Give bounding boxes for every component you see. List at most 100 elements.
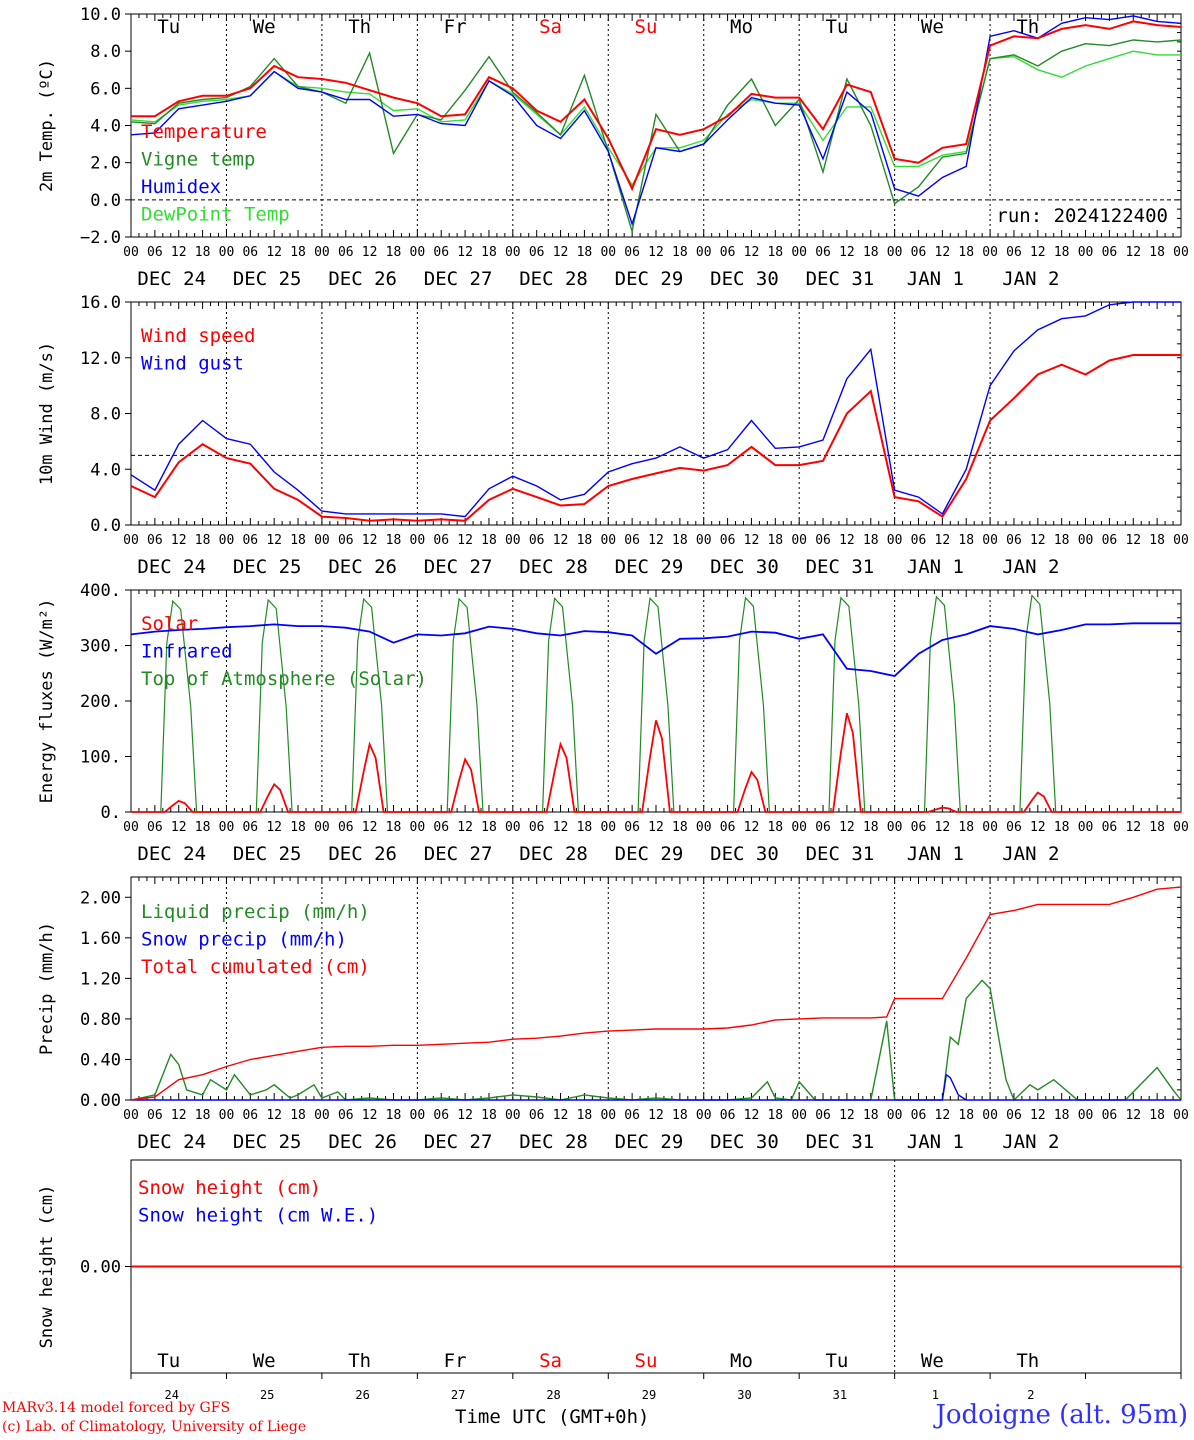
- y-tick-label: −2.0: [80, 228, 121, 248]
- hour-label: 00: [887, 820, 903, 835]
- day-abbr: Tu: [157, 16, 180, 38]
- series-line-solar: [131, 712, 1181, 813]
- date-label: DEC 29: [615, 843, 684, 865]
- hour-label: 12: [171, 245, 187, 260]
- day-abbr: We: [921, 16, 944, 38]
- y-tick-label: 12.0: [80, 349, 121, 369]
- hour-label: 12: [362, 533, 378, 548]
- y-tick-label: 300.: [80, 637, 121, 657]
- hour-label: 00: [410, 245, 426, 260]
- day-abbr: We: [253, 16, 276, 38]
- series-line-toa-solar: [131, 594, 1181, 813]
- day-abbr: Mo: [730, 16, 753, 38]
- date-label: JAN 1: [907, 268, 964, 290]
- day-abbr: Fr: [444, 16, 467, 38]
- y-tick-label: 6.0: [90, 79, 121, 99]
- day-abbr: We: [921, 1350, 944, 1372]
- legend-entry: Top of Atmosphere (Solar): [141, 668, 427, 690]
- day-abbr: We: [253, 1350, 276, 1372]
- hour-label: 18: [195, 533, 211, 548]
- y-tick-label: 0.00: [80, 1091, 121, 1111]
- hour-label: 18: [767, 533, 783, 548]
- day-number: 2: [1027, 1388, 1034, 1402]
- hour-label: 00: [696, 245, 712, 260]
- hour-label: 18: [1054, 820, 1070, 835]
- hour-label: 12: [648, 245, 664, 260]
- hour-label: 00: [219, 1108, 235, 1123]
- hour-label: 00: [696, 533, 712, 548]
- y-axis-label: Energy fluxes (W/m²): [37, 599, 57, 804]
- hour-label: 06: [338, 533, 354, 548]
- y-tick-label: 0.: [101, 803, 121, 823]
- date-label: DEC 24: [137, 1131, 206, 1153]
- legend-entry: Snow height (cm W.E.): [138, 1205, 378, 1227]
- y-tick-label: 0.80: [80, 1010, 121, 1030]
- hour-label: 00: [505, 820, 521, 835]
- hour-label: 00: [1078, 245, 1094, 260]
- day-abbr: Mo: [730, 1350, 753, 1372]
- hour-label: 00: [791, 1108, 807, 1123]
- hour-label: 06: [1006, 245, 1022, 260]
- hour-label: 18: [195, 820, 211, 835]
- date-label: JAN 2: [1002, 556, 1059, 578]
- hour-label: 06: [815, 533, 831, 548]
- hour-label: 12: [935, 245, 951, 260]
- date-label: DEC 27: [424, 556, 493, 578]
- date-label: DEC 31: [806, 268, 875, 290]
- y-axis-label: Precip (mm/h): [37, 922, 57, 1055]
- hour-label: 18: [1054, 1108, 1070, 1123]
- y-tick-label: 2.00: [80, 888, 121, 908]
- hour-label: 18: [767, 1108, 783, 1123]
- day-number: 28: [546, 1388, 560, 1402]
- hour-label: 18: [672, 533, 688, 548]
- hour-label: 06: [815, 245, 831, 260]
- hour-label: 06: [1102, 245, 1118, 260]
- series-line: [130, 979, 1182, 1102]
- hour-label: 12: [935, 1108, 951, 1123]
- hour-label: 12: [457, 1108, 473, 1123]
- hour-label: 00: [1173, 245, 1189, 260]
- date-label: DEC 25: [233, 556, 302, 578]
- hour-label: 00: [219, 245, 235, 260]
- day-number: 29: [642, 1388, 656, 1402]
- date-label: JAN 1: [907, 556, 964, 578]
- hour-label: 18: [1054, 533, 1070, 548]
- hour-label: 00: [219, 533, 235, 548]
- hour-label: 06: [624, 1108, 640, 1123]
- hour-label: 12: [457, 820, 473, 835]
- date-label: DEC 25: [233, 268, 302, 290]
- hour-label: 18: [481, 245, 497, 260]
- hour-label: 00: [982, 533, 998, 548]
- day-abbr: Su: [635, 1350, 658, 1372]
- hour-label: 18: [290, 820, 306, 835]
- hour-label: 00: [410, 820, 426, 835]
- hour-label: 12: [553, 820, 569, 835]
- date-label: DEC 25: [233, 1131, 302, 1153]
- date-label: JAN 2: [1002, 843, 1059, 865]
- hour-label: 06: [242, 820, 258, 835]
- panel-fluxes: 0. 100. 200. 300. 400. Energy fluxes (W/m²) So…: [37, 581, 1189, 865]
- hour-label: 18: [481, 820, 497, 835]
- day-abbr: Sa: [539, 1350, 562, 1372]
- hour-label: 18: [481, 533, 497, 548]
- hour-label: 12: [1030, 245, 1046, 260]
- hour-label: 12: [1030, 1108, 1046, 1123]
- date-label: DEC 29: [615, 556, 684, 578]
- hour-label: 06: [1006, 1108, 1022, 1123]
- series-line: [131, 1073, 1181, 1101]
- legend-entry: Liquid precip (mm/h): [141, 901, 370, 923]
- hour-label: 00: [314, 533, 330, 548]
- hour-label: 06: [720, 245, 736, 260]
- day-abbr: Th: [1016, 16, 1039, 38]
- date-label: DEC 28: [519, 1131, 588, 1153]
- hour-label: 18: [672, 820, 688, 835]
- date-label: DEC 24: [137, 843, 206, 865]
- hour-label: 12: [457, 245, 473, 260]
- hour-label: 12: [839, 1108, 855, 1123]
- hour-label: 18: [1054, 245, 1070, 260]
- panel-snow: 0.00 Snow height (cm) Snow height (cm) Snow…: [37, 1159, 1182, 1402]
- hour-label: 06: [1102, 533, 1118, 548]
- hour-label: 18: [290, 1108, 306, 1123]
- hour-label: 18: [863, 245, 879, 260]
- hour-label: 18: [958, 820, 974, 835]
